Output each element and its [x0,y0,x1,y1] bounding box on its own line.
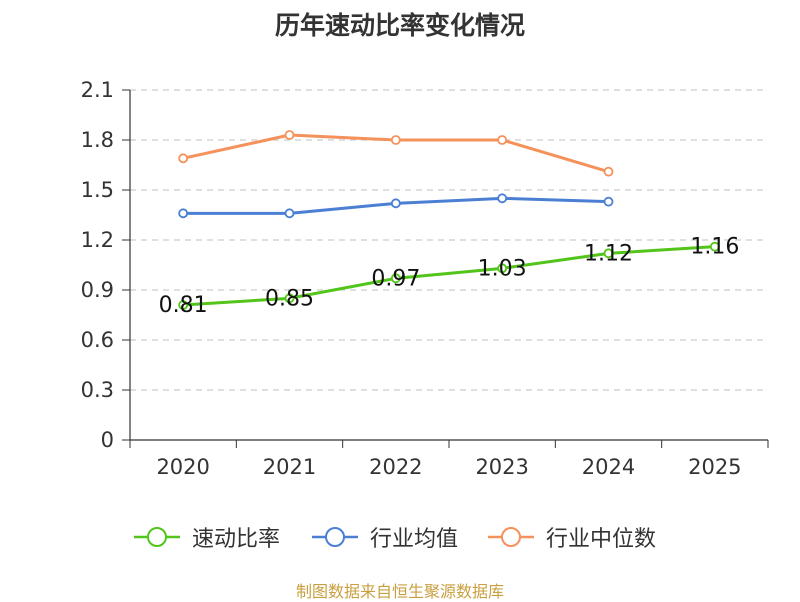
y-tick-label: 0 [101,428,114,452]
x-tick-label: 2022 [369,455,422,479]
x-tick-label: 2024 [582,455,635,479]
data-point [284,208,295,219]
x-tick-label: 2025 [688,455,741,479]
legend: 速动比率 行业均值 行业中位数 [0,522,800,552]
data-point [284,293,295,304]
data-point [497,193,508,204]
data-point [603,166,614,177]
data-point [603,248,614,259]
data-label: 1.12 [584,241,633,266]
data-point [497,135,508,145]
data-label: 1.03 [478,256,527,281]
y-tick-label: 0.9 [81,278,114,302]
x-tick-label: 2020 [156,455,209,479]
data-point [390,273,401,284]
data-point [603,196,614,207]
x-tick-label: 2021 [263,455,316,479]
legend-item[interactable]: 速动比率 [132,522,280,552]
data-point [178,153,189,164]
series-line [183,245,715,307]
source-note: 制图数据来自恒生聚源数据库 [295,582,504,601]
data-point [709,241,720,252]
x-tick-label: 2023 [475,455,528,479]
data-point [284,130,295,140]
data-label: 0.81 [159,293,208,318]
y-tick-label: 0.3 [81,378,114,402]
chart-title: 历年速动比率变化情况 [274,11,525,40]
data-point [497,263,508,274]
legend-label: 速动比率 [192,527,281,552]
y-tick-label: 0.6 [81,328,114,352]
data-label: 0.85 [265,286,314,311]
data-point [390,198,401,209]
data-point [178,300,189,310]
legend-marker-icon [134,527,180,547]
data-point [178,208,189,219]
y-tick-label: 1.5 [81,178,114,202]
legend-label: 行业均值 [370,527,459,552]
legend-marker-icon [312,527,358,547]
legend-item[interactable]: 行业中位数 [486,522,656,552]
y-tick-label: 1.8 [81,128,114,152]
y-tick-label: 2.1 [81,78,114,102]
legend-item[interactable]: 行业均值 [310,522,458,552]
legend-label: 行业中位数 [546,527,657,552]
y-tick-label: 1.2 [81,228,114,252]
data-point [390,135,401,145]
data-label: 0.97 [371,266,420,291]
legend-marker-icon [488,527,534,547]
data-label: 1.16 [690,235,739,260]
